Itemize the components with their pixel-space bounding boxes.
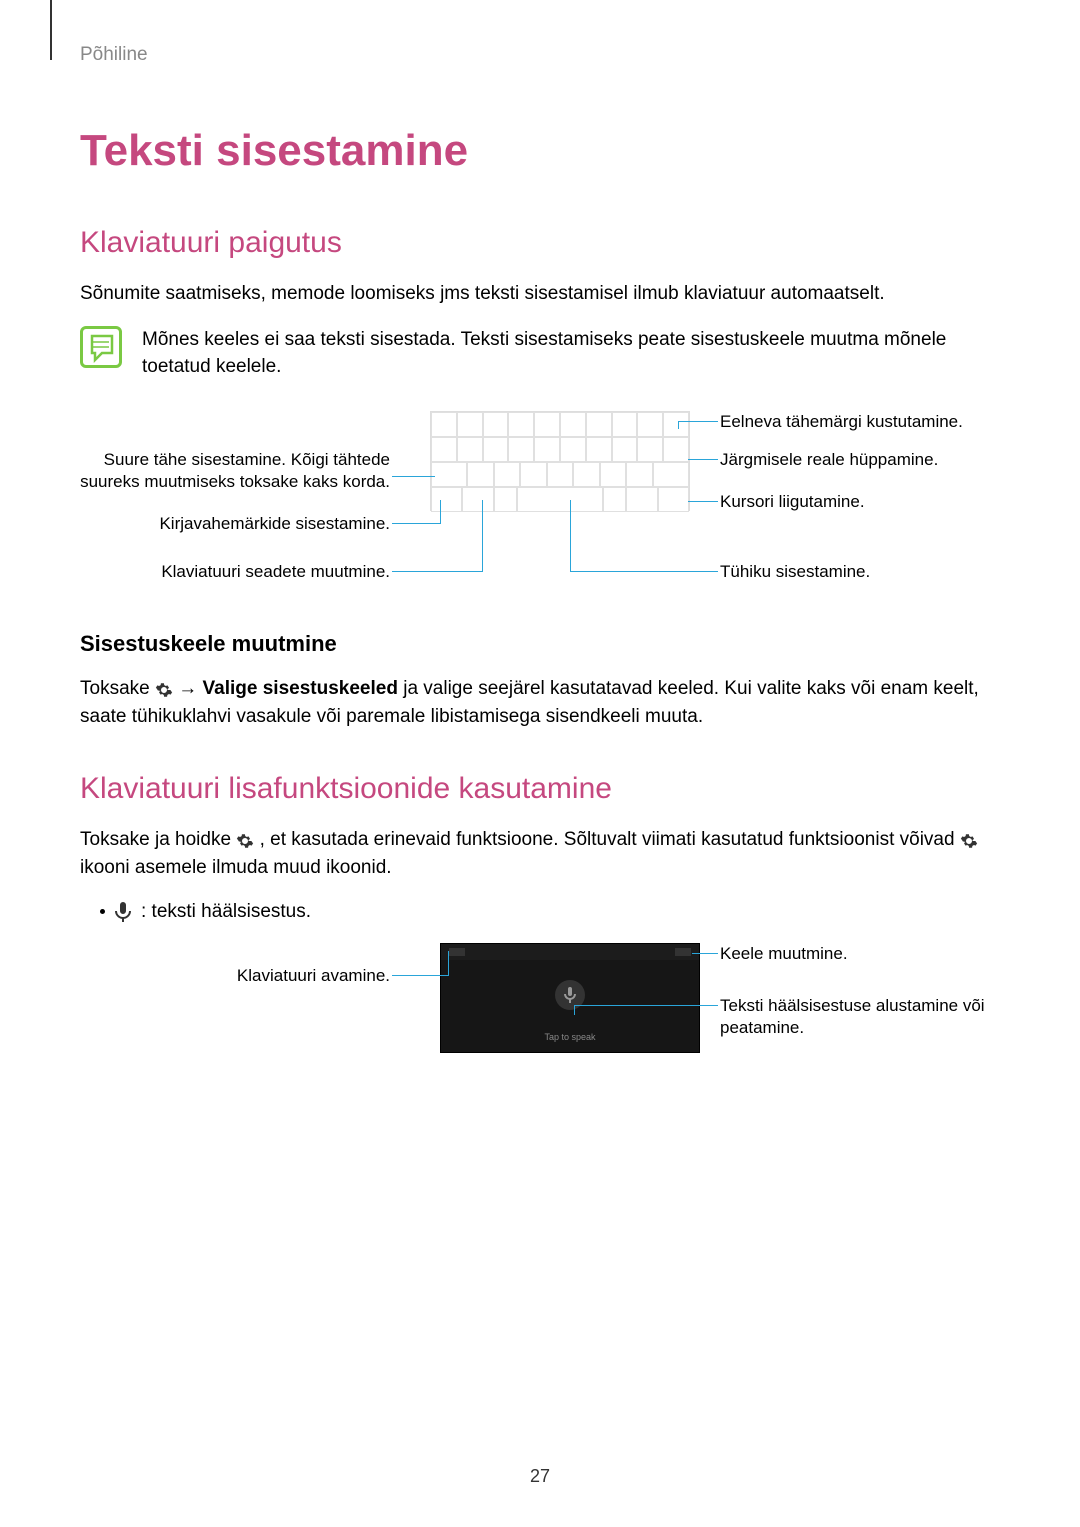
callout-start-stop-voice: Teksti häälsisestuse alustamine või peat… [720, 995, 1000, 1039]
intro-text: Sõnumite saatmiseks, memode loomiseks jm… [80, 280, 1000, 308]
input-language-text: Toksake → Valige sisestuskeeled ja valig… [80, 675, 1000, 732]
gear-icon [155, 680, 173, 698]
page-content: Põhiline Teksti sisestamine Klaviatuuri … [0, 0, 1080, 1083]
additional-functions-text: Toksake ja hoidke , et kasutada erinevai… [80, 826, 1000, 883]
callout-settings: Klaviatuuri seadete muutmine. [80, 561, 390, 583]
callout-space: Tühiku sisestamine. [720, 561, 1000, 583]
note-text: Mõnes keeles ei saa teksti sisestada. Te… [142, 326, 1000, 381]
callout-line [392, 523, 440, 524]
callout-line [574, 1005, 575, 1015]
section-additional-functions: Klaviatuuri lisafunktsioonide kasutamine… [80, 772, 1000, 1083]
callout-line [482, 500, 483, 572]
bullet-dot [100, 909, 105, 914]
microphone-icon [115, 902, 131, 922]
gear-icon [960, 831, 978, 849]
heading-additional-functions: Klaviatuuri lisafunktsioonide kasutamine [80, 772, 1000, 806]
gear-icon [236, 831, 254, 849]
callout-line [688, 459, 718, 460]
keyboard-diagram: Suure tähe sisestamine. Kõigi tähtede su… [80, 411, 1000, 591]
callout-open-keyboard: Klaviatuuri avamine. [80, 965, 390, 987]
para-before: Toksake ja hoidke [80, 829, 236, 850]
tap-to-speak-label: Tap to speak [441, 1032, 699, 1042]
voice-input-diagram: Tap to speak Klaviatuuri avamine. Keele … [80, 943, 1000, 1083]
voice-panel: Tap to speak [440, 943, 700, 1053]
callout-line [678, 421, 718, 422]
note-icon [80, 326, 122, 368]
callout-line [574, 1005, 718, 1006]
keyboard-toggle-icon [449, 948, 465, 956]
heading-input-language: Sisestuskeele muutmine [80, 631, 1000, 657]
section-keyboard-layout: Klaviatuuri paigutus Sõnumite saatmiseks… [80, 226, 1000, 732]
callout-caps: Suure tähe sisestamine. Kõigi tähtede su… [80, 449, 390, 493]
language-toggle-icon [675, 948, 691, 956]
callout-cursor: Kursori liigutamine. [720, 491, 1000, 513]
bullet-voice-input: : teksti häälsisestus. [100, 901, 1000, 923]
callout-line [678, 421, 679, 429]
page-title: Teksti sisestamine [80, 126, 1000, 176]
callout-line [570, 500, 571, 572]
para-mid: , et kasutada erinevaid funktsioone. Sõl… [260, 829, 960, 850]
callout-line [392, 476, 435, 477]
text-bold: → Valige sisestuskeeled [178, 678, 398, 699]
callout-line [692, 953, 718, 954]
para-after: ikooni asemele ilmuda muud ikoonid. [80, 857, 392, 878]
bullet-text: : teksti häälsisestus. [141, 901, 311, 923]
voice-topbar [441, 944, 699, 960]
callout-delete: Eelneva tähemärgi kustutamine. [720, 411, 1000, 433]
section-header-label: Põhiline [80, 44, 1000, 66]
callout-line [392, 571, 482, 572]
callout-line [440, 500, 441, 524]
callout-line [392, 975, 448, 976]
heading-keyboard-layout: Klaviatuuri paigutus [80, 226, 1000, 260]
callout-line [448, 951, 449, 976]
keyboard-image [430, 411, 690, 511]
page-number: 27 [0, 1466, 1080, 1487]
note-block: Mõnes keeles ei saa teksti sisestada. Te… [80, 326, 1000, 381]
callout-line [688, 501, 718, 502]
text-before: Toksake [80, 678, 155, 699]
callout-symbols: Kirjavahemärkide sisestamine. [80, 513, 390, 535]
callout-enter: Järgmisele reale hüppamine. [720, 449, 1000, 471]
callout-change-language: Keele muutmine. [720, 943, 1000, 965]
callout-line [570, 571, 718, 572]
